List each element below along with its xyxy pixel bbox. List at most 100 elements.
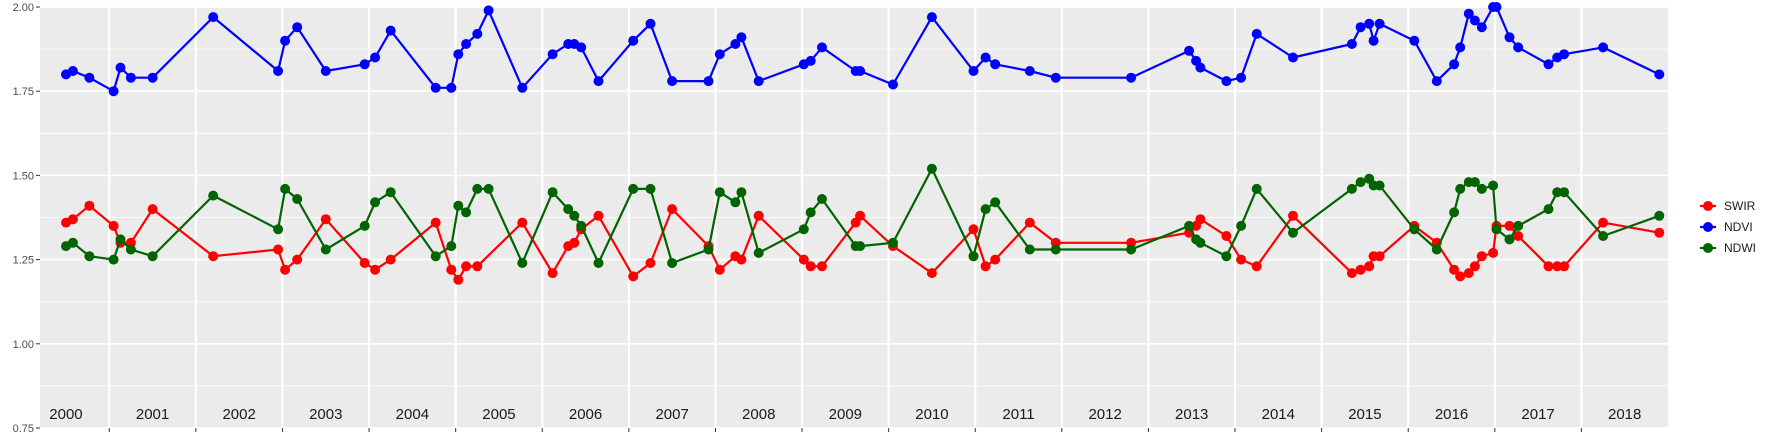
data-point-ndwi <box>703 244 714 255</box>
year-label: 2006 <box>569 406 602 423</box>
data-point-swir <box>1504 220 1515 231</box>
data-point-swir <box>472 261 483 272</box>
data-point-ndvi <box>1455 42 1466 53</box>
legend-marker <box>1703 243 1713 253</box>
data-point-ndwi <box>359 220 370 231</box>
data-point-ndwi <box>1559 187 1570 198</box>
data-point-swir <box>714 264 725 275</box>
year-label: 2012 <box>1088 406 1121 423</box>
data-point-ndvi <box>1504 32 1515 43</box>
data-point-ndvi <box>968 66 979 76</box>
data-point-ndvi <box>147 72 158 83</box>
year-label: 2018 <box>1608 406 1641 423</box>
legend-label: NDVI <box>1724 220 1753 234</box>
data-point-ndwi <box>370 197 381 208</box>
data-point-ndwi <box>517 258 528 268</box>
data-point-ndvi <box>1463 8 1474 19</box>
data-point-ndwi <box>753 247 764 258</box>
data-point-swir <box>1559 261 1570 272</box>
y-axis: 0.75 1.00 1.25 1.50 1.75 2.00 <box>13 2 40 435</box>
data-point-ndvi <box>1476 22 1487 33</box>
data-point-ndwi <box>926 163 937 174</box>
data-point-swir <box>108 220 119 231</box>
data-point-swir <box>1598 217 1609 228</box>
data-point-ndwi <box>714 187 725 198</box>
data-point-ndvi <box>273 66 284 76</box>
data-point-ndvi <box>1364 18 1375 29</box>
data-point-ndwi <box>855 241 866 252</box>
data-point-swir <box>1476 251 1487 262</box>
data-point-ndwi <box>1288 227 1298 238</box>
year-label: 2016 <box>1435 406 1468 423</box>
data-point-ndvi <box>547 49 558 60</box>
data-point-swir <box>280 264 291 275</box>
data-point-ndwi <box>980 204 991 215</box>
data-point-ndwi <box>968 251 979 262</box>
legend-label: SWIR <box>1724 199 1756 213</box>
data-point-ndwi <box>569 210 580 221</box>
data-point-ndwi <box>430 251 441 262</box>
legend-item-ndwi: NDWI <box>1700 241 1756 255</box>
data-point-swir <box>1346 268 1357 279</box>
data-point-ndvi <box>817 42 827 53</box>
data-point-ndwi <box>1654 210 1665 221</box>
data-point-ndwi <box>125 244 136 255</box>
year-label: 2009 <box>829 406 862 423</box>
data-point-swir <box>67 214 78 225</box>
data-point-ndwi <box>1184 220 1195 231</box>
data-point-swir <box>855 210 866 221</box>
data-point-swir <box>320 214 331 225</box>
data-point-ndwi <box>292 194 303 204</box>
data-point-ndvi <box>1355 22 1366 33</box>
data-point-swir <box>547 268 558 279</box>
data-point-swir <box>628 271 639 282</box>
data-point-ndwi <box>667 258 678 268</box>
data-point-ndvi <box>593 76 604 87</box>
legend: SWIR NDVI NDWI <box>1700 199 1756 255</box>
data-point-ndvi <box>1543 59 1554 70</box>
data-point-ndvi <box>1449 59 1460 70</box>
data-point-ndvi <box>517 82 528 93</box>
data-point-swir <box>446 264 457 275</box>
data-point-ndwi <box>1513 220 1524 231</box>
data-point-ndwi <box>273 224 284 235</box>
data-point-ndvi <box>359 59 370 70</box>
year-label: 2003 <box>309 406 342 423</box>
data-point-ndwi <box>1251 183 1262 194</box>
data-point-ndvi <box>1346 39 1357 49</box>
data-point-ndvi <box>1221 76 1232 87</box>
data-point-ndwi <box>1221 251 1232 262</box>
data-point-swir <box>1552 261 1563 272</box>
data-point-ndvi <box>1469 15 1480 26</box>
legend-label: NDWI <box>1724 241 1756 255</box>
data-point-ndvi <box>1251 28 1262 39</box>
data-point-ndvi <box>1195 62 1206 73</box>
data-point-swir <box>292 254 303 265</box>
data-point-ndvi <box>280 35 291 46</box>
data-point-ndwi <box>461 207 472 218</box>
year-label: 2015 <box>1348 406 1381 423</box>
data-point-ndvi <box>714 49 725 60</box>
data-point-ndwi <box>1469 177 1480 188</box>
data-point-ndwi <box>1543 204 1554 215</box>
data-point-swir <box>593 210 604 221</box>
data-point-swir <box>926 268 937 279</box>
data-point-swir <box>968 224 979 235</box>
year-label: 2017 <box>1521 406 1554 423</box>
data-point-ndvi <box>292 22 303 33</box>
data-point-ndwi <box>645 183 656 194</box>
data-point-ndwi <box>453 200 464 211</box>
data-point-ndvi <box>1431 76 1442 87</box>
data-point-ndvi <box>1513 42 1524 53</box>
series-line-ndvi <box>65 5 1660 93</box>
data-point-ndvi <box>1654 69 1665 80</box>
series-ndvi <box>61 2 1665 97</box>
data-point-ndvi <box>1374 18 1385 29</box>
data-point-ndwi <box>1476 183 1487 194</box>
data-point-ndvi <box>208 12 219 23</box>
data-point-ndvi <box>703 76 714 87</box>
data-point-ndwi <box>1236 220 1247 231</box>
data-point-ndvi <box>385 25 396 36</box>
data-point-ndvi <box>1050 72 1061 83</box>
data-point-ndwi <box>108 254 119 265</box>
